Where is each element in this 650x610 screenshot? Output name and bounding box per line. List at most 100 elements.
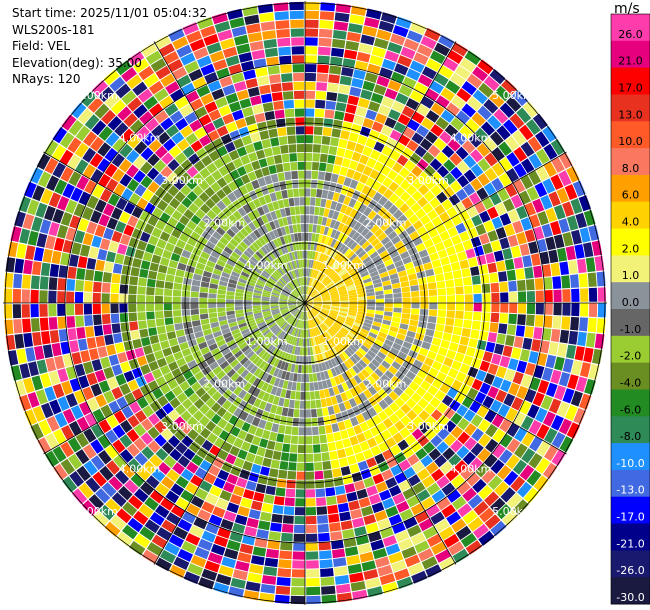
range-gate — [179, 380, 190, 392]
range-gate — [205, 420, 217, 432]
range-gate — [313, 327, 318, 336]
range-gate — [75, 125, 91, 142]
range-gate — [115, 83, 131, 99]
range-gate — [90, 136, 105, 152]
range-gate — [294, 515, 305, 525]
range-gate — [149, 262, 159, 272]
range-gate — [255, 67, 268, 78]
range-gate — [321, 276, 329, 284]
range-gate — [53, 237, 65, 252]
range-gate — [382, 211, 392, 221]
range-gate — [324, 279, 332, 287]
range-gate — [334, 264, 342, 272]
range-gate — [535, 290, 544, 302]
range-gate — [294, 328, 299, 337]
range-gate — [201, 530, 216, 543]
range-gate — [97, 346, 108, 358]
range-gate — [155, 408, 167, 420]
colorbar-swatch — [611, 121, 650, 149]
range-gate — [218, 315, 227, 322]
range-gate — [390, 71, 405, 84]
range-gate — [222, 267, 232, 275]
range-gate — [279, 331, 286, 340]
range-gate — [306, 578, 320, 587]
range-gate — [367, 407, 378, 418]
range-gate — [261, 138, 272, 149]
range-gate — [392, 25, 409, 38]
range-gate — [313, 270, 318, 279]
range-gate — [66, 316, 76, 328]
range-gate — [294, 206, 300, 215]
range-gate — [106, 414, 119, 429]
range-gate — [535, 457, 551, 474]
range-gate — [134, 410, 147, 423]
range-gate — [253, 344, 261, 353]
range-gate — [102, 324, 112, 335]
range-gate — [261, 234, 270, 244]
range-gate — [275, 387, 282, 397]
range-gate — [338, 457, 349, 468]
range-gate — [381, 323, 390, 330]
range-gate — [147, 215, 159, 227]
range-gate — [283, 352, 289, 362]
range-gate — [323, 388, 331, 398]
range-gate — [419, 309, 429, 316]
range-gate — [305, 55, 317, 64]
range-gate — [481, 312, 491, 322]
range-gate — [519, 349, 530, 362]
range-gate — [310, 391, 316, 400]
range-gate — [98, 419, 112, 434]
range-gate — [313, 304, 322, 308]
range-gate — [305, 37, 318, 46]
range-gate — [307, 268, 311, 277]
range-gate — [233, 247, 243, 256]
range-gate — [232, 332, 242, 339]
range-gate — [170, 344, 181, 354]
range-gate — [413, 359, 423, 369]
range-gate — [596, 271, 606, 287]
range-gate — [199, 134, 212, 147]
range-gate — [197, 220, 208, 230]
range-gate — [208, 255, 218, 264]
range-gate — [353, 258, 362, 267]
range-gate — [276, 237, 283, 247]
range-gate — [479, 360, 490, 372]
range-gate — [466, 73, 483, 89]
range-gate — [302, 311, 305, 320]
range-gate — [187, 404, 199, 416]
range-gate — [423, 238, 434, 249]
range-gate — [454, 278, 464, 287]
range-gate — [431, 337, 442, 347]
range-label: 2.00km — [365, 378, 407, 391]
range-gate — [376, 263, 386, 271]
range-gate — [330, 459, 340, 469]
range-gate — [323, 370, 330, 380]
range-gate — [544, 303, 553, 315]
range-gate — [540, 195, 553, 210]
range-gate — [360, 344, 369, 353]
colorbar-tick-label: -2.0 — [620, 350, 641, 363]
range-gate — [405, 172, 417, 184]
range-gate — [400, 415, 412, 427]
range-gate — [305, 135, 314, 144]
range-gate — [423, 190, 435, 202]
range-gate — [292, 551, 305, 560]
range-gate — [365, 577, 381, 589]
range-gate — [155, 311, 164, 319]
range-gate — [330, 229, 337, 238]
range-gate — [358, 267, 368, 275]
range-gate — [293, 373, 298, 382]
range-gate — [412, 258, 423, 267]
range-gate — [208, 514, 223, 527]
range-gate — [417, 468, 430, 481]
range-gate — [364, 353, 374, 362]
range-gate — [329, 522, 341, 532]
range-gate — [107, 116, 123, 131]
range-gate — [305, 303, 308, 311]
range-gate — [320, 291, 329, 296]
range-gate — [377, 232, 387, 242]
range-gate — [243, 347, 253, 356]
range-gate — [290, 19, 304, 28]
range-gate — [378, 399, 389, 410]
range-gate — [371, 502, 385, 514]
